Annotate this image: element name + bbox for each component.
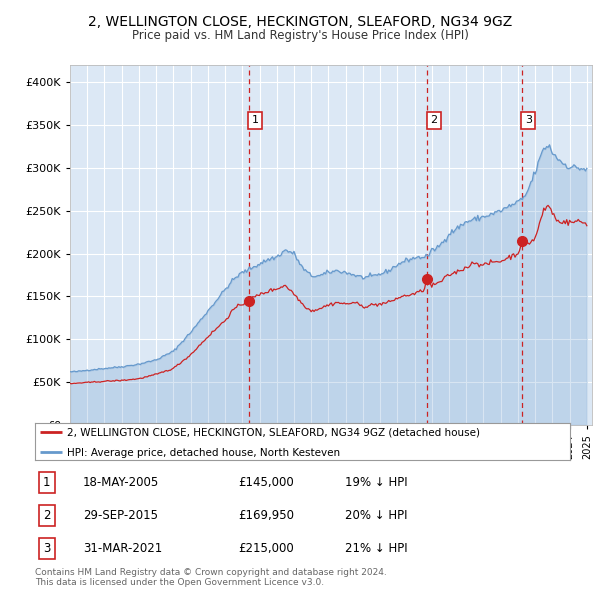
Text: 20% ↓ HPI: 20% ↓ HPI bbox=[346, 509, 408, 522]
Text: £169,950: £169,950 bbox=[238, 509, 295, 522]
Text: 19% ↓ HPI: 19% ↓ HPI bbox=[346, 476, 408, 489]
Text: Contains HM Land Registry data © Crown copyright and database right 2024.
This d: Contains HM Land Registry data © Crown c… bbox=[35, 568, 387, 588]
Text: 21% ↓ HPI: 21% ↓ HPI bbox=[346, 542, 408, 555]
Text: 29-SEP-2015: 29-SEP-2015 bbox=[83, 509, 158, 522]
Text: 1: 1 bbox=[251, 115, 259, 125]
Text: £215,000: £215,000 bbox=[238, 542, 294, 555]
Text: 1: 1 bbox=[43, 476, 50, 489]
Text: 2, WELLINGTON CLOSE, HECKINGTON, SLEAFORD, NG34 9GZ (detached house): 2, WELLINGTON CLOSE, HECKINGTON, SLEAFOR… bbox=[67, 428, 480, 438]
Text: 2: 2 bbox=[43, 509, 50, 522]
Text: 2, WELLINGTON CLOSE, HECKINGTON, SLEAFORD, NG34 9GZ: 2, WELLINGTON CLOSE, HECKINGTON, SLEAFOR… bbox=[88, 15, 512, 29]
Text: 18-MAY-2005: 18-MAY-2005 bbox=[83, 476, 160, 489]
Text: £145,000: £145,000 bbox=[238, 476, 294, 489]
Text: 3: 3 bbox=[525, 115, 532, 125]
Text: Price paid vs. HM Land Registry's House Price Index (HPI): Price paid vs. HM Land Registry's House … bbox=[131, 30, 469, 42]
Text: 31-MAR-2021: 31-MAR-2021 bbox=[83, 542, 163, 555]
Text: HPI: Average price, detached house, North Kesteven: HPI: Average price, detached house, Nort… bbox=[67, 448, 340, 458]
Text: 3: 3 bbox=[43, 542, 50, 555]
Text: 2: 2 bbox=[430, 115, 437, 125]
